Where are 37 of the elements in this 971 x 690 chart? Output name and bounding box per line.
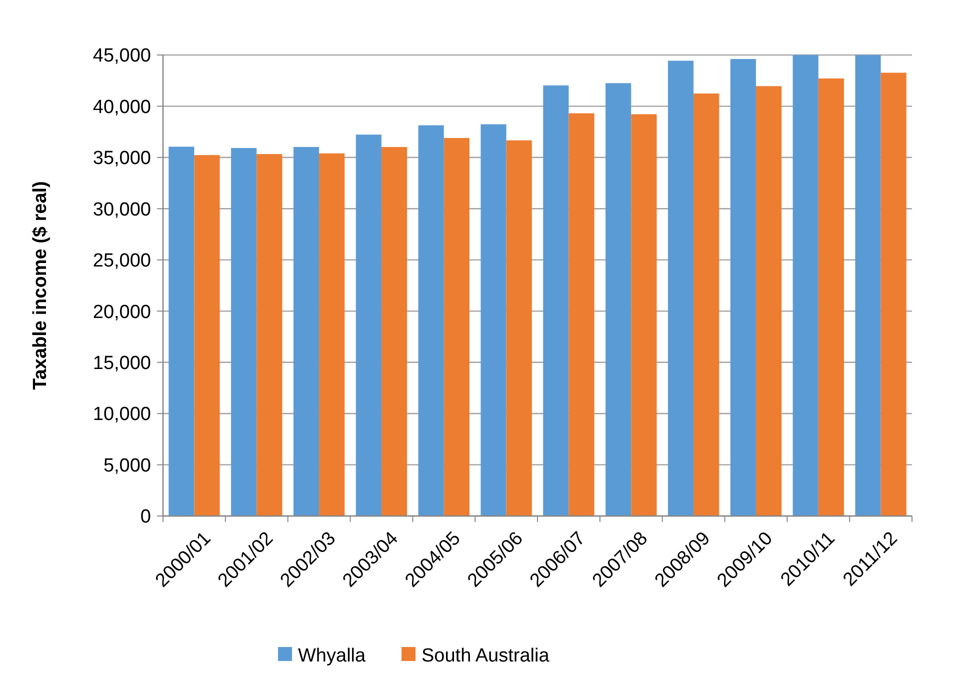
y-tick-label: 0	[140, 506, 151, 528]
bar	[568, 113, 594, 516]
bar	[356, 134, 382, 516]
bar	[194, 155, 220, 516]
bar	[293, 146, 320, 516]
bar	[694, 94, 720, 516]
y-axis-title: Taxable income ($ real)	[30, 181, 51, 390]
bar	[444, 138, 470, 516]
legend-label: Whyalla	[298, 646, 366, 667]
bar	[168, 146, 194, 516]
bar	[631, 114, 657, 516]
y-tick-label: 45,000	[92, 46, 151, 67]
bar	[418, 125, 444, 516]
bar	[256, 154, 282, 516]
y-tick-label: 30,000	[92, 199, 151, 220]
bar	[543, 85, 569, 516]
bar	[506, 140, 532, 516]
bar	[231, 148, 257, 516]
y-tick-label: 5,000	[103, 455, 151, 476]
bar	[756, 86, 782, 516]
y-tick-label: 25,000	[92, 250, 151, 272]
bar	[855, 55, 881, 516]
bar	[480, 124, 506, 516]
y-tick-label: 40,000	[92, 96, 151, 118]
bar	[792, 55, 818, 516]
legend-label: South Australia	[422, 646, 550, 667]
y-tick-label: 15,000	[92, 352, 151, 374]
y-tick-label: 20,000	[92, 302, 151, 323]
bar	[606, 83, 632, 516]
bar	[730, 58, 756, 516]
bar	[880, 72, 906, 516]
bar	[668, 60, 694, 516]
bar	[381, 146, 408, 516]
y-tick-label: 10,000	[92, 404, 151, 426]
bar	[818, 78, 844, 516]
y-tick-label: 35,000	[92, 148, 151, 170]
bar	[319, 153, 345, 516]
